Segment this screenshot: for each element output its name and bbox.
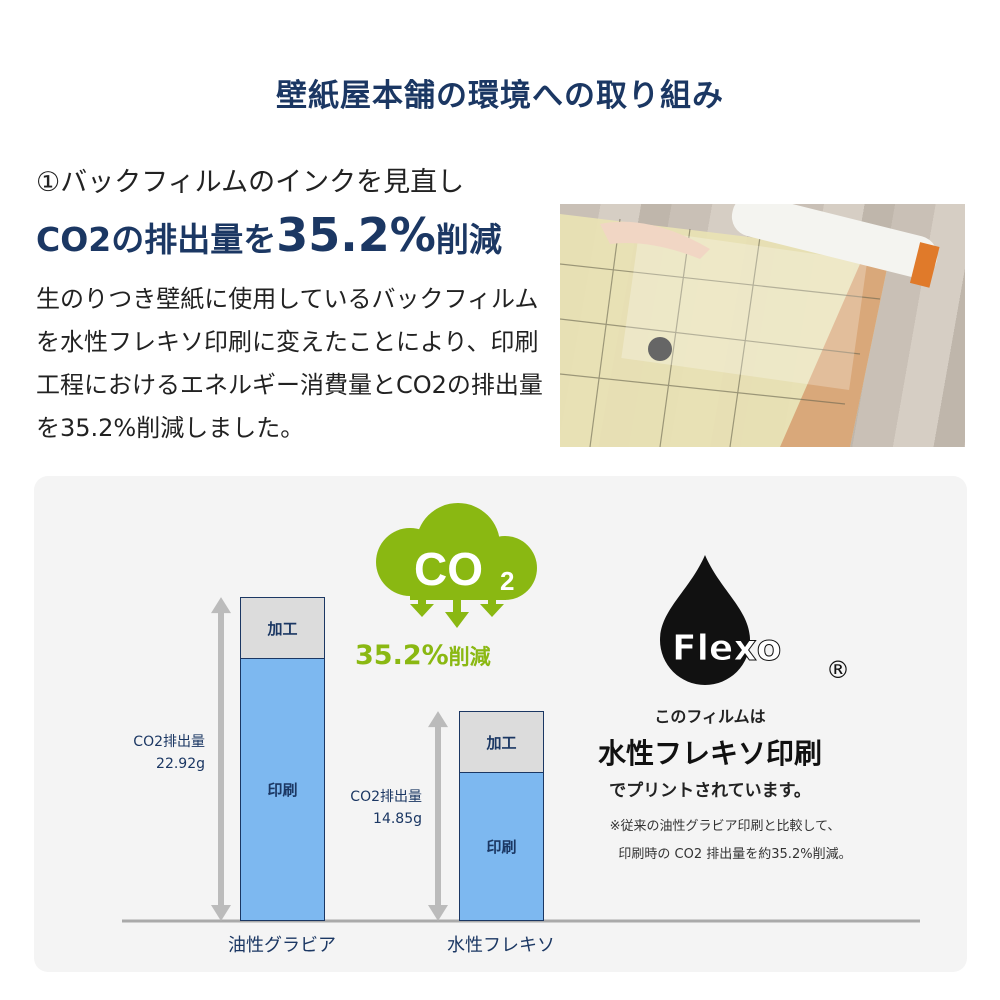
section-paragraph: 生のりつき壁紙に使用しているバックフィルムを水性フレキソ印刷に変えたことにより、… [36, 285, 543, 442]
flexo-drop-icon: Flexo ® [660, 555, 850, 685]
bar-value-label: CO2排出量 22.92g [105, 731, 205, 775]
double-arrow-icon [211, 597, 231, 921]
bar-value-label: CO2排出量 14.85g [322, 786, 422, 830]
headline-suffix: 削減 [435, 220, 502, 259]
cloud-co-text: CO [414, 543, 483, 595]
cloud-sub-text: 2 [500, 566, 514, 596]
page-title: 壁紙屋本舗の環境への取り組み [276, 78, 724, 114]
section-headline: CO2の排出量を35.2%削減 [36, 208, 502, 262]
double-arrow-icon [428, 711, 448, 921]
product-photo [560, 204, 965, 447]
headline-prefix: CO2の排出量を [36, 220, 277, 259]
section-subtitle: ①バックフィルムのインクを見直し [36, 167, 465, 198]
bar-segment-processing: 加工 [459, 711, 544, 774]
reduction-value: 35.2% [355, 640, 449, 671]
flexo-line2: 水性フレキソ印刷 [597, 737, 822, 770]
value-label-line: 22.92g [156, 756, 205, 773]
bar-segment-printing: 印刷 [240, 658, 325, 921]
headline-value: 35.2% [276, 208, 436, 262]
registered-mark: ® [826, 656, 850, 684]
value-label-line: CO2排出量 [350, 789, 422, 806]
value-label-line: 14.85g [373, 811, 422, 828]
reduction-label: 35.2%削減 [355, 640, 491, 671]
flexo-line3: でプリントされています。 [609, 781, 811, 801]
category-label: 水性フレキソ [447, 935, 555, 956]
category-label: 油性グラビア [228, 935, 336, 956]
reduction-suffix: 削減 [448, 645, 491, 669]
flexo-note1: ※従来の油性グラビア印刷と比較して、 [609, 819, 841, 834]
bar-segment-processing: 加工 [240, 597, 325, 660]
flexo-logo-text: Flexo [672, 628, 781, 669]
value-label-line: CO2排出量 [133, 734, 205, 751]
co2-cloud-icon: CO 2 [376, 503, 537, 628]
bar-segment-printing: 印刷 [459, 772, 544, 921]
flexo-line1: このフィルムは [654, 707, 766, 726]
flexo-note2: 印刷時の CO2 排出量を約35.2%削減。 [618, 847, 852, 862]
